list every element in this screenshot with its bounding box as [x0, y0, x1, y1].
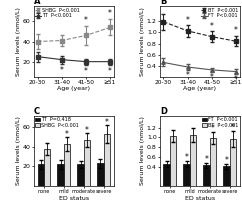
Bar	[57, 164, 64, 186]
Bar	[190, 135, 196, 186]
Bar	[104, 134, 110, 186]
Bar	[164, 164, 170, 186]
Text: *: *	[225, 156, 228, 165]
Bar	[223, 166, 230, 186]
Text: *: *	[204, 155, 208, 164]
Text: *: *	[60, 66, 64, 75]
X-axis label: Age (year): Age (year)	[57, 86, 90, 91]
Legend: SHBG  P<0.001, TT  P<0.001: SHBG P<0.001, TT P<0.001	[35, 7, 81, 19]
Text: *: *	[211, 124, 215, 133]
Bar	[183, 164, 190, 186]
Text: *: *	[210, 73, 214, 82]
Legend: BT  P<0.001, FT  P<0.001: BT P<0.001, FT P<0.001	[200, 7, 239, 19]
Text: *: *	[231, 123, 235, 132]
Text: *: *	[84, 67, 88, 76]
Text: *: *	[234, 75, 238, 84]
Bar	[77, 164, 84, 186]
Text: *: *	[108, 9, 112, 18]
Text: *: *	[186, 16, 189, 25]
Y-axis label: Serum levels (nmol/L): Serum levels (nmol/L)	[16, 7, 22, 76]
Bar	[170, 136, 176, 186]
Y-axis label: Serum levels (nmol/L): Serum levels (nmol/L)	[16, 116, 22, 185]
Text: *: *	[105, 118, 109, 127]
Text: D: D	[160, 107, 167, 116]
Text: *: *	[84, 16, 88, 25]
Bar	[203, 165, 210, 186]
Bar	[64, 144, 70, 186]
Text: B: B	[160, 0, 166, 6]
X-axis label: ED status: ED status	[59, 196, 89, 201]
Bar	[230, 139, 236, 186]
Text: A: A	[34, 0, 40, 6]
Bar	[44, 149, 50, 186]
Bar	[84, 140, 90, 186]
Bar	[97, 163, 104, 186]
Text: *: *	[234, 27, 238, 36]
Bar	[210, 138, 216, 186]
X-axis label: ED status: ED status	[185, 196, 215, 201]
Text: *: *	[210, 22, 214, 31]
Bar	[38, 164, 44, 186]
Y-axis label: Serum levels (nmol/L): Serum levels (nmol/L)	[140, 116, 145, 185]
Text: *: *	[65, 130, 69, 139]
Y-axis label: Serum levels (nmol/L): Serum levels (nmol/L)	[140, 7, 145, 76]
Text: *: *	[85, 126, 89, 135]
Legend: FT  P<0.001, BT  P<0.001: FT P<0.001, BT P<0.001	[201, 116, 239, 128]
Text: *: *	[185, 153, 189, 162]
X-axis label: Age (year): Age (year)	[183, 86, 216, 91]
Text: C: C	[34, 107, 40, 116]
Legend: TT  P=0.418, SHBG  P<0.001: TT P=0.418, SHBG P<0.001	[35, 116, 80, 128]
Text: *: *	[186, 71, 189, 80]
Text: *: *	[108, 67, 112, 76]
